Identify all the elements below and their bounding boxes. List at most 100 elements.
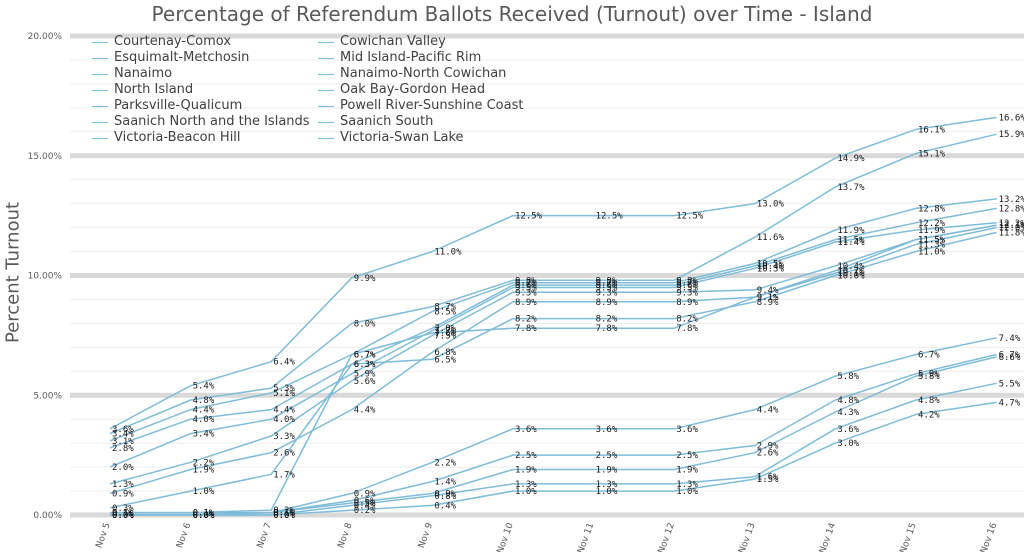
legend-swatch xyxy=(92,57,108,59)
data-label: 9.3% xyxy=(596,288,618,298)
series-line xyxy=(109,116,997,430)
data-label: 4.8% xyxy=(193,396,215,406)
data-label: 0.9% xyxy=(354,489,376,499)
data-label: 4.4% xyxy=(757,406,779,416)
data-label: 6.4% xyxy=(273,358,295,368)
x-tick-label: Nov 8 xyxy=(336,521,354,549)
legend-item: Courtenay-Comox xyxy=(92,34,310,50)
data-label: 9.7% xyxy=(676,279,698,289)
data-label: 6.7% xyxy=(918,351,940,361)
data-label: 9.6% xyxy=(596,281,618,291)
data-label: 9.6% xyxy=(515,281,537,291)
data-label: 5.8% xyxy=(837,372,859,382)
data-label: 9.5% xyxy=(676,283,698,293)
data-label: 8.9% xyxy=(676,298,698,308)
data-label: 1.0% xyxy=(515,487,537,497)
chart-title: Percentage of Referendum Ballots Receive… xyxy=(151,2,873,26)
data-label: 6.3% xyxy=(354,360,376,370)
data-label: 4.0% xyxy=(193,415,215,425)
series-line xyxy=(109,226,997,495)
data-label: 0.9% xyxy=(434,489,456,499)
series-line xyxy=(110,401,997,516)
data-label: 0.0% xyxy=(112,511,134,521)
data-label: 11.4% xyxy=(837,238,865,248)
data-label: 10.3% xyxy=(757,264,785,274)
x-tick-label: Nov 16 xyxy=(979,521,999,552)
data-label: 2.2% xyxy=(434,458,456,468)
data-label: 0.1% xyxy=(273,509,295,519)
data-label: 3.4% xyxy=(112,430,134,440)
legend-item: Saanich South xyxy=(318,114,523,130)
data-label: 1.9% xyxy=(596,465,618,475)
legend-item: Victoria-Beacon Hill xyxy=(92,130,310,146)
y-tick-label: 0.00% xyxy=(33,511,62,521)
data-label: 13.0% xyxy=(757,200,785,210)
data-label: 8.9% xyxy=(515,298,537,308)
x-tick-label: Nov 7 xyxy=(256,522,274,550)
data-label: 0.9% xyxy=(112,489,134,499)
data-label: 0.0% xyxy=(193,511,215,521)
data-label: 6.8% xyxy=(434,348,456,358)
data-label: 0.2% xyxy=(273,506,295,516)
data-label: 11.5% xyxy=(918,236,946,246)
data-label: 2.8% xyxy=(112,444,134,454)
gridlines xyxy=(70,33,1024,518)
data-label: 0.0% xyxy=(193,511,215,521)
data-label: 8.5% xyxy=(434,307,456,317)
data-label: 9.8% xyxy=(676,276,698,286)
data-label: 1.9% xyxy=(515,465,537,475)
data-label: 9.5% xyxy=(596,283,618,293)
data-label: 3.6% xyxy=(112,425,134,435)
data-label: 5.6% xyxy=(354,377,376,387)
legend-item: Nanaimo xyxy=(92,66,310,82)
data-label: 9.7% xyxy=(515,279,537,289)
series-line xyxy=(110,224,997,514)
data-label: 1.7% xyxy=(273,470,295,480)
legend-swatch xyxy=(318,121,334,123)
legend-item: Mid Island-Pacific Rim xyxy=(318,50,523,66)
data-label: 2.9% xyxy=(757,442,779,452)
data-label: 1.9% xyxy=(676,465,698,475)
series-line xyxy=(110,382,997,516)
data-label: 2.5% xyxy=(596,451,618,461)
legend-item: Saanich North and the Islands xyxy=(92,114,310,130)
data-label: 1.0% xyxy=(676,487,698,497)
data-label: 9.3% xyxy=(515,288,537,298)
data-label: 0.0% xyxy=(273,511,295,521)
data-label: 1.3% xyxy=(515,480,537,490)
series-line xyxy=(110,337,997,514)
data-label: 0.0% xyxy=(193,511,215,521)
data-label: 3.1% xyxy=(112,437,134,447)
data-labels: 3.6% 5.4% 6.4% 9.9% 11.0% 12.5% 12.5% 12.5% 13.0… xyxy=(112,113,1024,521)
data-label: 0.3% xyxy=(112,504,134,514)
y-tick-label: 20.00% xyxy=(28,32,63,42)
data-label: 9.3% xyxy=(676,288,698,298)
data-label: 0.1% xyxy=(112,509,134,519)
legend-swatch xyxy=(318,105,334,107)
data-label: 5.1% xyxy=(273,389,295,399)
data-label: 0.2% xyxy=(354,506,376,516)
data-label: 9.5% xyxy=(515,283,537,293)
legend-label: North Island xyxy=(114,82,194,97)
data-label: 12.2% xyxy=(918,219,946,229)
data-label: 8.2% xyxy=(596,315,618,325)
data-label: 0.0% xyxy=(193,511,215,521)
data-label: 11.9% xyxy=(837,226,865,236)
legend-label: Mid Island-Pacific Rim xyxy=(340,50,482,65)
legend-label: Victoria-Swan Lake xyxy=(340,130,464,145)
legend-swatch xyxy=(92,105,108,107)
series-line xyxy=(110,356,997,516)
data-label: 6.6% xyxy=(999,353,1021,363)
data-label: 12.8% xyxy=(999,204,1024,214)
x-tick-label: Nov 5 xyxy=(94,522,112,550)
data-label: 16.1% xyxy=(918,125,946,135)
y-tick-label: 10.00% xyxy=(28,272,63,282)
data-label: 2.2% xyxy=(193,458,215,468)
data-label: 0.4% xyxy=(434,501,456,511)
data-label: 0.1% xyxy=(273,509,295,519)
legend-swatch xyxy=(318,73,334,75)
data-label: 4.0% xyxy=(273,415,295,425)
data-label: 5.5% xyxy=(999,379,1021,389)
series-line xyxy=(109,231,997,509)
data-label: 14.9% xyxy=(837,154,865,164)
